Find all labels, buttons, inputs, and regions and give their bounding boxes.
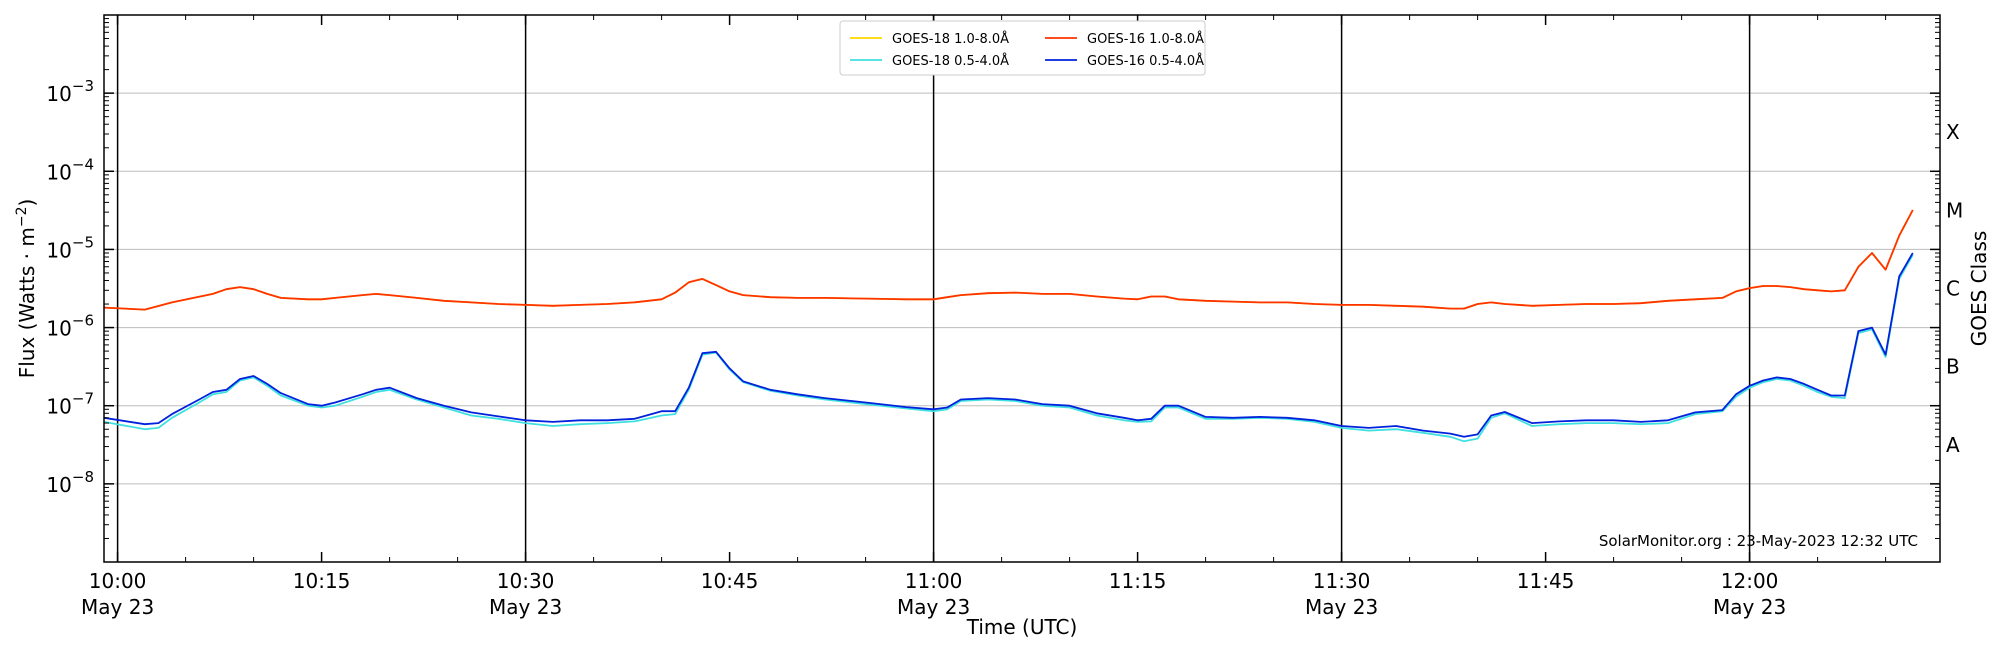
y-axis-title-main: Flux (Watts · m bbox=[15, 227, 39, 378]
y-tick-exponent: −3 bbox=[72, 77, 94, 95]
series-line-4 bbox=[103, 252, 1914, 438]
series-line-3 bbox=[103, 209, 1914, 311]
legend-label-3: GOES-16 1.0-8.0Å bbox=[1087, 31, 1204, 47]
x-axis-title: Time (UTC) bbox=[966, 615, 1078, 639]
grid-lines bbox=[104, 92, 1940, 485]
y-tick-base: 10 bbox=[46, 82, 71, 106]
credit-text: SolarMonitor.org : 23-May-2023 12:32 UTC bbox=[1599, 532, 1918, 550]
y-tick-exponent: −5 bbox=[72, 233, 94, 251]
series-line-2 bbox=[103, 254, 1914, 443]
y-tick-base: 10 bbox=[46, 473, 71, 497]
x-tick-label: 12:00 bbox=[1721, 569, 1779, 593]
goes-class-x: X bbox=[1946, 120, 1960, 144]
goes-class-c: C bbox=[1946, 277, 1960, 301]
series-lines bbox=[103, 209, 1914, 443]
y-tick-label: 10−7 bbox=[46, 390, 94, 419]
x-tick-label: 10:00 bbox=[89, 569, 147, 593]
y-tick-label: 10−3 bbox=[46, 77, 94, 106]
plot-frame bbox=[103, 14, 1941, 563]
x-tick-label: 11:15 bbox=[1109, 569, 1167, 593]
y-axis-title: Flux (Watts · m−2) bbox=[14, 199, 39, 379]
x-tick-date-label: May 23 bbox=[489, 595, 562, 619]
y-tick-base: 10 bbox=[46, 160, 71, 184]
x-tick-label: 10:15 bbox=[293, 569, 351, 593]
y-tick-label: 10−8 bbox=[46, 468, 94, 497]
y-tick-exponent: −6 bbox=[72, 312, 94, 330]
y-tick-base: 10 bbox=[46, 317, 71, 341]
x-tick-date-label: May 23 bbox=[897, 595, 970, 619]
legend-label-4: GOES-16 0.5-4.0Å bbox=[1087, 53, 1204, 69]
x-tick-label: 10:30 bbox=[497, 569, 555, 593]
y-tick-base: 10 bbox=[46, 395, 71, 419]
x-tick-date-label: May 23 bbox=[81, 595, 154, 619]
y-tick-exponent: −8 bbox=[72, 468, 94, 486]
legend: GOES-18 1.0-8.0Å GOES-18 0.5-4.0Å GOES-16 … bbox=[839, 20, 1206, 76]
y-tick-label: 10−6 bbox=[46, 312, 94, 341]
x-tick-date-label: May 23 bbox=[1305, 595, 1378, 619]
y-tick-exponent: −4 bbox=[72, 155, 94, 173]
y-tick-label: 10−4 bbox=[46, 155, 94, 184]
y-tick-base: 10 bbox=[46, 238, 71, 262]
x-tick-label: 10:45 bbox=[701, 569, 759, 593]
y-tick-exponent: −7 bbox=[72, 390, 94, 408]
axis-ticks bbox=[104, 15, 1940, 562]
y-axis-title-close: ) bbox=[15, 199, 39, 207]
x-tick-label: 11:30 bbox=[1313, 569, 1371, 593]
x-tick-label: 11:45 bbox=[1517, 569, 1575, 593]
day-boundary-lines bbox=[116, 15, 1751, 562]
x-tick-label: 11:00 bbox=[905, 569, 963, 593]
legend-box bbox=[839, 20, 1206, 76]
goes-class-a: A bbox=[1946, 433, 1960, 457]
legend-label-2: GOES-18 0.5-4.0Å bbox=[892, 53, 1009, 69]
goes-class-axis-title: GOES Class bbox=[1967, 231, 1991, 347]
goes-class-m: M bbox=[1946, 198, 1963, 222]
legend-label-1: GOES-18 1.0-8.0Å bbox=[892, 31, 1009, 47]
x-tick-date-label: May 23 bbox=[1713, 595, 1786, 619]
y-axis-title-exponent: −2 bbox=[14, 207, 30, 228]
y-tick-label: 10−5 bbox=[46, 233, 94, 262]
goes-class-labels: X M C B A bbox=[1946, 120, 1963, 457]
goes-class-b: B bbox=[1946, 355, 1960, 379]
